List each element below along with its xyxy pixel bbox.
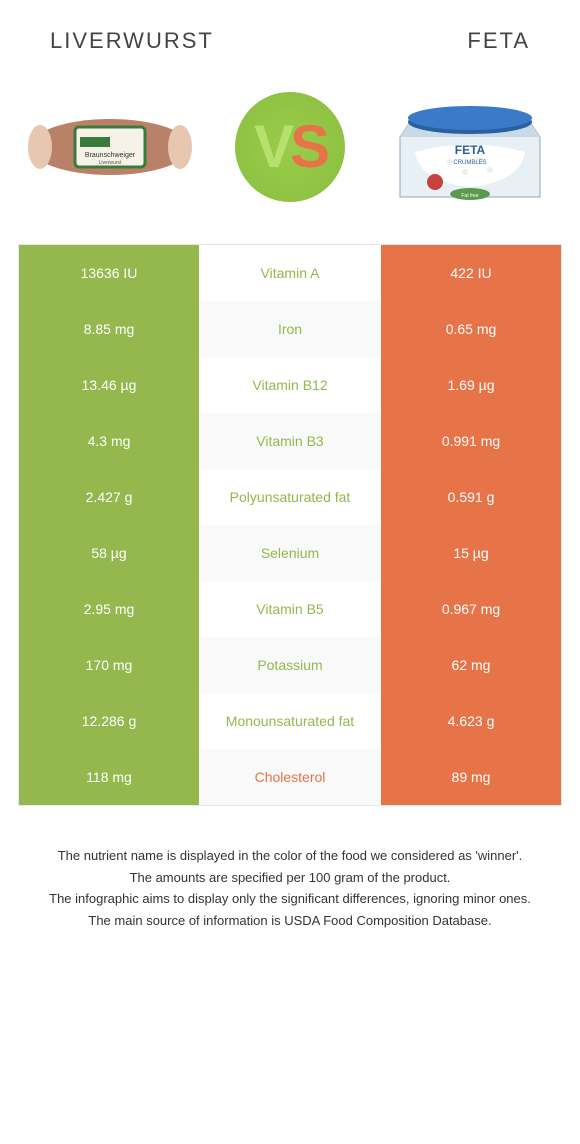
nutrient-name: Polyunsaturated fat [199,469,381,525]
left-value: 58 µg [19,525,199,581]
table-row: 2.427 gPolyunsaturated fat0.591 g [19,469,561,525]
left-value: 4.3 mg [19,413,199,469]
left-value: 8.85 mg [19,301,199,357]
svg-text:Braunschweiger: Braunschweiger [85,152,136,159]
table-row: 13636 IUVitamin A422 IU [19,245,561,301]
right-value: 0.967 mg [381,581,561,637]
vs-v: V [254,112,290,181]
table-row: 58 µgSelenium15 µg [19,525,561,581]
nutrient-name: Cholesterol [199,749,381,805]
svg-text:CRUMBLES: CRUMBLES [453,160,486,166]
table-row: 170 mgPotassium62 mg [19,637,561,693]
comparison-table: 13636 IUVitamin A422 IU8.85 mgIron0.65 m… [18,244,562,806]
right-value: 15 µg [381,525,561,581]
right-value: 62 mg [381,637,561,693]
vs-s: S [290,112,326,181]
nutrient-name: Vitamin A [199,245,381,301]
table-row: 4.3 mgVitamin B30.991 mg [19,413,561,469]
nutrient-name: Monounsaturated fat [199,693,381,749]
feta-image: FETA CRUMBLES Fat free [380,82,560,212]
nutrient-name: Potassium [199,637,381,693]
right-value: 0.991 mg [381,413,561,469]
left-value: 13636 IU [19,245,199,301]
footer-line-4: The main source of information is USDA F… [30,911,550,931]
right-value: 89 mg [381,749,561,805]
title-right: FETA [467,28,530,54]
right-value: 422 IU [381,245,561,301]
table-row: 2.95 mgVitamin B50.967 mg [19,581,561,637]
right-value: 0.591 g [381,469,561,525]
svg-text:Liverwurst: Liverwurst [99,160,122,166]
left-value: 2.427 g [19,469,199,525]
nutrient-name: Vitamin B3 [199,413,381,469]
vs-badge: VS [235,92,345,202]
left-value: 13.46 µg [19,357,199,413]
table-row: 12.286 gMonounsaturated fat4.623 g [19,693,561,749]
left-value: 12.286 g [19,693,199,749]
table-row: 13.46 µgVitamin B121.69 µg [19,357,561,413]
right-value: 4.623 g [381,693,561,749]
footer-notes: The nutrient name is displayed in the co… [0,846,580,930]
left-value: 2.95 mg [19,581,199,637]
footer-line-2: The amounts are specified per 100 gram o… [30,868,550,888]
footer-line-3: The infographic aims to display only the… [30,889,550,909]
footer-line-1: The nutrient name is displayed in the co… [30,846,550,866]
table-row: 118 mgCholesterol89 mg [19,749,561,805]
svg-text:FETA: FETA [455,143,486,157]
nutrient-name: Iron [199,301,381,357]
images-row: Braunschweiger Liverwurst VS FETA CRUMBL… [0,64,580,244]
nutrient-name: Selenium [199,525,381,581]
right-value: 1.69 µg [381,357,561,413]
header: LIVERWURST FETA [0,0,580,64]
svg-text:Fat free: Fat free [461,193,478,199]
title-left: LIVERWURST [50,28,214,54]
left-value: 118 mg [19,749,199,805]
left-value: 170 mg [19,637,199,693]
table-row: 8.85 mgIron0.65 mg [19,301,561,357]
nutrient-name: Vitamin B12 [199,357,381,413]
nutrient-name: Vitamin B5 [199,581,381,637]
liverwurst-image: Braunschweiger Liverwurst [20,82,200,212]
right-value: 0.65 mg [381,301,561,357]
